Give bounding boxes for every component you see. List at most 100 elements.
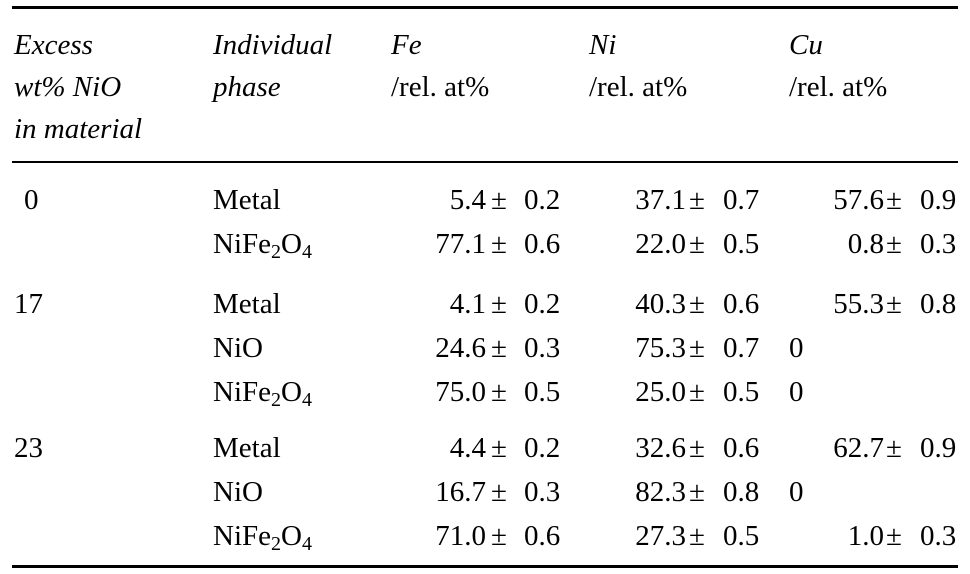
- header-phase-line2: phase: [213, 71, 281, 103]
- plus-minus-sign: ±: [886, 288, 902, 320]
- table-bottom-rule: [12, 565, 958, 568]
- cu-value: 55.3: [833, 288, 884, 320]
- fe-uncertainty: 0.2: [524, 432, 561, 464]
- cu-value: 62.7: [833, 432, 884, 464]
- fe-uncertainty: 0.3: [524, 476, 561, 508]
- phase-formula-sub: 4: [301, 389, 312, 411]
- fe-value: 16.7: [435, 476, 486, 508]
- phase-formula-base: NiFe: [213, 228, 271, 260]
- ni-value: 37.1: [635, 184, 686, 216]
- header-rule: [12, 161, 958, 163]
- fe-value: 4.4: [449, 432, 486, 464]
- phase-formula-sub: 2: [271, 389, 281, 411]
- fe-value: 4.1: [449, 288, 486, 320]
- fe-value: 24.6: [435, 332, 486, 364]
- header-phase: Individual phase: [213, 24, 332, 108]
- ni-uncertainty: 0.7: [723, 332, 760, 364]
- cu-uncertainty: 0.9: [920, 184, 957, 216]
- ni-uncertainty: 0.5: [723, 228, 760, 260]
- phase-name: NiFe2O4: [213, 514, 312, 558]
- cu-uncertainty: 0.8: [920, 288, 957, 320]
- plus-minus-sign: ±: [689, 332, 705, 364]
- ni-uncertainty: 0.6: [723, 288, 760, 320]
- plus-minus-sign: ±: [491, 476, 507, 508]
- cu-value: 0: [789, 476, 804, 508]
- ni-value: 25.0: [635, 376, 686, 408]
- phase-name: Metal: [213, 432, 281, 464]
- ni-uncertainty: 0.8: [723, 476, 760, 508]
- header-ni-unit: /rel. at%: [589, 71, 688, 103]
- table-top-rule: [12, 6, 958, 9]
- plus-minus-sign: ±: [491, 184, 507, 216]
- fe-uncertainty: 0.2: [524, 288, 561, 320]
- excess-value: 23: [14, 432, 43, 464]
- phase-name: NiO: [213, 476, 263, 508]
- phase-formula-sub: 2: [271, 533, 281, 555]
- phase-formula-sub: 2: [271, 241, 281, 263]
- cu-value: 0: [789, 332, 804, 364]
- header-fe: Fe /rel. at%: [391, 24, 489, 108]
- phase-formula-sub: 4: [301, 533, 312, 555]
- plus-minus-sign: ±: [689, 228, 705, 260]
- plus-minus-sign: ±: [886, 520, 902, 552]
- ni-value: 27.3: [635, 520, 686, 552]
- header-cu: Cu /rel. at%: [789, 24, 887, 108]
- cu-uncertainty: 0.3: [920, 228, 957, 260]
- plus-minus-sign: ±: [689, 476, 705, 508]
- plus-minus-sign: ±: [689, 520, 705, 552]
- header-phase-line1: Individual: [213, 29, 333, 61]
- ni-uncertainty: 0.5: [723, 520, 760, 552]
- fe-uncertainty: 0.2: [524, 184, 561, 216]
- cu-uncertainty: 0.3: [920, 520, 957, 552]
- ni-uncertainty: 0.6: [723, 432, 760, 464]
- ni-value: 40.3: [635, 288, 686, 320]
- plus-minus-sign: ±: [689, 432, 705, 464]
- cu-value: 0.8: [847, 228, 884, 260]
- fe-uncertainty: 0.6: [524, 520, 561, 552]
- header-excess-line1: Excess: [14, 29, 93, 61]
- ni-value: 75.3: [635, 332, 686, 364]
- plus-minus-sign: ±: [689, 184, 705, 216]
- phase-name: Metal: [213, 184, 281, 216]
- phase-formula-mid: O: [281, 228, 302, 260]
- phase-name: NiO: [213, 332, 263, 364]
- header-fe-unit: /rel. at%: [391, 71, 490, 103]
- cu-value: 0: [789, 376, 804, 408]
- plus-minus-sign: ±: [491, 520, 507, 552]
- cu-uncertainty: 0.9: [920, 432, 957, 464]
- header-cu-element: Cu: [789, 29, 823, 61]
- header-excess-line2: wt% NiO: [14, 71, 122, 103]
- phase-name: Metal: [213, 288, 281, 320]
- header-cu-unit: /rel. at%: [789, 71, 888, 103]
- plus-minus-sign: ±: [689, 288, 705, 320]
- fe-value: 5.4: [449, 184, 486, 216]
- header-excess: Excess wt% NiO in material: [14, 24, 142, 150]
- plus-minus-sign: ±: [491, 228, 507, 260]
- header-excess-line3: in material: [14, 113, 143, 145]
- fe-uncertainty: 0.3: [524, 332, 561, 364]
- plus-minus-sign: ±: [491, 288, 507, 320]
- plus-minus-sign: ±: [886, 228, 902, 260]
- phase-formula-base: NiFe: [213, 376, 271, 408]
- fe-value: 71.0: [435, 520, 486, 552]
- cu-value: 57.6: [833, 184, 884, 216]
- plus-minus-sign: ±: [689, 376, 705, 408]
- ni-uncertainty: 0.7: [723, 184, 760, 216]
- phase-name: NiFe2O4: [213, 370, 312, 414]
- ni-value: 82.3: [635, 476, 686, 508]
- excess-value: 0: [24, 184, 39, 216]
- phase-formula-mid: O: [281, 520, 302, 552]
- excess-value: 17: [14, 288, 43, 320]
- ni-uncertainty: 0.5: [723, 376, 760, 408]
- phase-name: NiFe2O4: [213, 222, 312, 266]
- fe-uncertainty: 0.6: [524, 228, 561, 260]
- phase-formula-mid: O: [281, 376, 302, 408]
- fe-uncertainty: 0.5: [524, 376, 561, 408]
- plus-minus-sign: ±: [491, 376, 507, 408]
- header-ni: Ni /rel. at%: [589, 24, 687, 108]
- plus-minus-sign: ±: [491, 332, 507, 364]
- header-fe-element: Fe: [391, 29, 422, 61]
- plus-minus-sign: ±: [886, 184, 902, 216]
- fe-value: 75.0: [435, 376, 486, 408]
- ni-value: 22.0: [635, 228, 686, 260]
